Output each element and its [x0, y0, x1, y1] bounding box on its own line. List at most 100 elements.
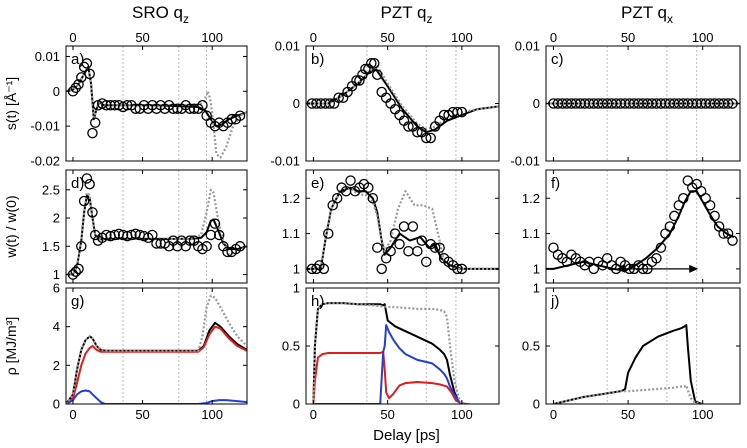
axes-frame — [545, 169, 741, 284]
model-dotted-line — [553, 384, 703, 404]
data-point — [394, 238, 405, 250]
y-axis-label: ρ [MJ/m³] — [3, 317, 19, 376]
y-tick-label: 1 — [533, 261, 540, 276]
data-point — [89, 229, 101, 241]
data-point — [678, 192, 689, 204]
data-point — [197, 99, 208, 111]
data-point — [412, 127, 423, 138]
data-point — [101, 229, 112, 241]
y-tick-label: 1.1 — [282, 226, 300, 241]
data-point — [184, 103, 196, 114]
row-ylabels: s(t) [Å⁻¹] w(t) / w(0) ρ [MJ/m³] — [3, 77, 19, 375]
model-dotted-line — [66, 65, 247, 159]
data-point — [351, 75, 362, 86]
data-point — [452, 106, 463, 118]
x-tick-label-top: 0 — [310, 30, 317, 45]
data-point — [709, 210, 720, 222]
column-titles: SRO qz PZT qz PZT qx — [132, 3, 673, 26]
axes-frame — [305, 169, 500, 284]
data-point — [184, 235, 196, 246]
column-title-subscript: x — [667, 12, 673, 26]
y-tick-label: 0 — [53, 397, 60, 412]
data-point — [205, 229, 217, 241]
data-point — [360, 63, 371, 75]
y-tick-label: 1 — [53, 267, 60, 282]
y-tick-label: 2 — [53, 358, 60, 373]
data-point — [421, 132, 432, 144]
data-point — [403, 245, 414, 257]
panel-d: 1 1.5 2 2.5 d) — [42, 169, 248, 284]
data-point — [87, 127, 98, 139]
x-tick-label: 100 — [451, 407, 473, 422]
column-title-subscript: z — [426, 12, 432, 26]
x-tick-label-top: 50 — [621, 30, 635, 45]
data-point — [389, 228, 401, 239]
data-point — [201, 241, 212, 252]
arrowhead-right — [689, 264, 699, 273]
y-axis-label: w(t) / w(0) — [3, 195, 19, 258]
axes-frame — [65, 45, 248, 162]
data-point — [126, 229, 137, 241]
data-point — [429, 242, 441, 253]
plot-area — [306, 175, 499, 275]
model-dotted-line — [312, 302, 470, 404]
panel-f: 1 1.1 1.2 f) — [522, 169, 741, 284]
x-tick-label: 50 — [380, 407, 394, 422]
data-point — [398, 221, 410, 232]
y-tick-label: -0.01 — [30, 119, 60, 134]
data-point — [369, 58, 380, 69]
panel-label: d) — [71, 175, 84, 192]
y-axis-label: s(t) [Å⁻¹] — [3, 77, 19, 130]
y-tick-label: 4 — [53, 319, 60, 334]
x-tick-label-top: 100 — [451, 30, 473, 45]
model-black-line — [312, 302, 470, 404]
panel-label: f) — [551, 175, 560, 192]
data-point — [727, 235, 738, 246]
y-tick-label: 1 — [293, 261, 300, 276]
data-point — [78, 195, 90, 207]
y-tick-label: 6 — [53, 281, 60, 296]
data-point — [372, 242, 383, 253]
data-point — [84, 68, 95, 80]
data-point — [376, 263, 387, 275]
x-tick-label: 0 — [550, 407, 557, 422]
data-point — [76, 241, 87, 252]
data-point — [323, 228, 334, 239]
column-title: PZT qx — [621, 3, 673, 26]
x-tick-label-top: 100 — [692, 30, 714, 45]
y-tick-label: 2.5 — [42, 182, 60, 197]
plot-area — [546, 175, 738, 275]
data-point — [324, 98, 336, 109]
x-tick-label-top: 50 — [135, 30, 149, 45]
data-point — [333, 92, 344, 104]
data-point — [89, 117, 101, 128]
panel-c: 0 50 100 -0.01 0 0.01 c) — [510, 30, 741, 169]
arrowhead-left — [616, 264, 626, 273]
data-point — [318, 263, 330, 275]
panel-g: 0 50 100 0 2 4 6 g) — [53, 281, 248, 422]
x-tick-label: 100 — [201, 407, 223, 422]
x-tick-label-top: 100 — [201, 30, 223, 45]
data-point — [101, 99, 112, 111]
y-tick-label: 0.01 — [275, 39, 300, 54]
model-dotted-line — [66, 294, 247, 404]
model-black-line — [66, 321, 247, 404]
y-tick-label: -0.02 — [30, 154, 60, 169]
x-axis-label: Delay [ps] — [373, 427, 440, 444]
data-point — [209, 218, 221, 229]
data-point — [117, 229, 129, 241]
data-point — [81, 58, 93, 69]
model-blue-line — [313, 324, 470, 404]
data-point — [669, 210, 680, 222]
panel-label: e) — [311, 175, 324, 192]
data-point — [81, 173, 93, 184]
y-tick-label: 1 — [533, 281, 540, 296]
y-tick-label: 0.01 — [515, 39, 540, 54]
data-point — [78, 61, 90, 73]
data-point — [167, 103, 179, 114]
data-point — [367, 192, 379, 204]
data-point — [385, 245, 396, 257]
plot-area — [553, 324, 703, 404]
